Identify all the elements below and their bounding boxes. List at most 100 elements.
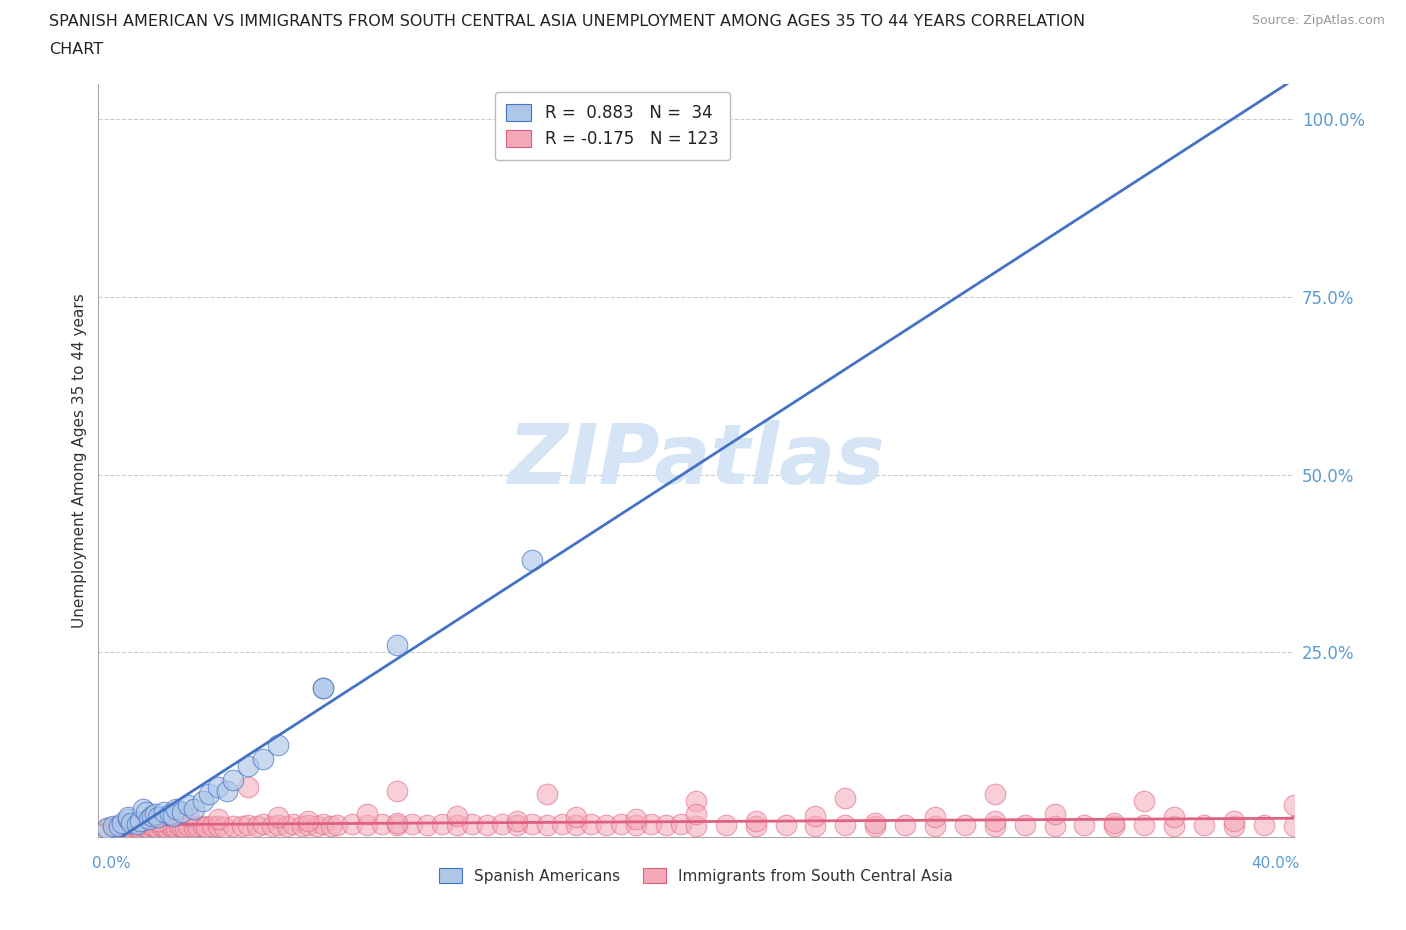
Point	[108, 820, 131, 835]
Point	[520, 552, 543, 567]
Point	[111, 816, 134, 830]
Point	[111, 819, 134, 834]
Point	[894, 817, 917, 832]
Point	[162, 819, 184, 834]
Point	[565, 817, 588, 832]
Point	[195, 819, 218, 834]
Point	[207, 819, 229, 834]
Text: CHART: CHART	[49, 42, 103, 57]
Text: 40.0%: 40.0%	[1251, 856, 1299, 870]
Point	[172, 819, 194, 834]
Point	[1192, 817, 1215, 832]
Point	[138, 820, 160, 835]
Point	[356, 817, 378, 832]
Point	[385, 783, 409, 798]
Point	[135, 819, 157, 834]
Point	[120, 816, 142, 830]
Point	[96, 820, 118, 835]
Point	[129, 814, 152, 829]
Point	[475, 817, 498, 832]
Point	[745, 813, 768, 828]
Text: 0.0%: 0.0%	[93, 856, 131, 870]
Point	[132, 818, 155, 833]
Point	[117, 818, 139, 833]
Point	[446, 808, 468, 823]
Point	[1043, 818, 1066, 833]
Point	[1104, 818, 1126, 833]
Point	[153, 804, 176, 819]
Point	[103, 819, 125, 834]
Point	[297, 813, 319, 828]
Legend: Spanish Americans, Immigrants from South Central Asia: Spanish Americans, Immigrants from South…	[433, 861, 959, 890]
Point	[685, 794, 707, 809]
Point	[550, 817, 572, 831]
Point	[267, 817, 290, 832]
Point	[177, 808, 200, 823]
Text: ZIPatlas: ZIPatlas	[508, 419, 884, 501]
Point	[1133, 794, 1156, 809]
Point	[581, 817, 603, 831]
Point	[103, 819, 125, 834]
Point	[865, 818, 887, 833]
Point	[326, 817, 349, 832]
Point	[207, 780, 229, 795]
Point	[186, 818, 208, 833]
Point	[281, 817, 304, 831]
Point	[775, 817, 797, 832]
Point	[236, 817, 259, 832]
Point	[984, 787, 1007, 802]
Point	[148, 814, 170, 829]
Point	[1073, 817, 1095, 832]
Point	[626, 812, 648, 827]
Point	[198, 787, 221, 802]
Point	[506, 814, 529, 829]
Point	[267, 737, 290, 752]
Point	[236, 780, 259, 795]
Point	[148, 820, 170, 835]
Point	[297, 817, 319, 832]
Point	[984, 818, 1007, 833]
Point	[127, 819, 149, 834]
Point	[385, 817, 409, 832]
Point	[246, 818, 269, 833]
Point	[183, 801, 205, 816]
Point	[114, 820, 136, 835]
Point	[127, 817, 149, 831]
Y-axis label: Unemployment Among Ages 35 to 44 years: Unemployment Among Ages 35 to 44 years	[72, 293, 87, 628]
Point	[174, 820, 197, 835]
Point	[565, 810, 588, 825]
Point	[96, 820, 118, 835]
Point	[124, 819, 146, 834]
Point	[626, 817, 648, 832]
Point	[1104, 816, 1126, 830]
Point	[117, 810, 139, 825]
Point	[156, 820, 179, 835]
Point	[595, 817, 617, 832]
Point	[311, 681, 333, 696]
Point	[117, 816, 139, 830]
Point	[212, 819, 235, 834]
Point	[685, 807, 707, 822]
Point	[222, 818, 245, 833]
Point	[1223, 814, 1246, 829]
Point	[108, 819, 131, 834]
Point	[321, 818, 343, 833]
Point	[159, 807, 181, 822]
Point	[984, 814, 1007, 829]
Point	[236, 759, 259, 774]
Point	[177, 798, 200, 813]
Text: SPANISH AMERICAN VS IMMIGRANTS FROM SOUTH CENTRAL ASIA UNEMPLOYMENT AMONG AGES 3: SPANISH AMERICAN VS IMMIGRANTS FROM SOUT…	[49, 14, 1085, 29]
Point	[150, 818, 173, 833]
Point	[191, 794, 214, 809]
Point	[685, 818, 707, 833]
Point	[655, 817, 678, 832]
Point	[865, 816, 887, 830]
Point	[669, 817, 692, 831]
Point	[385, 816, 409, 830]
Point	[143, 807, 166, 822]
Point	[430, 817, 453, 831]
Point	[231, 819, 253, 834]
Point	[148, 810, 170, 825]
Point	[1163, 810, 1185, 825]
Point	[640, 817, 662, 831]
